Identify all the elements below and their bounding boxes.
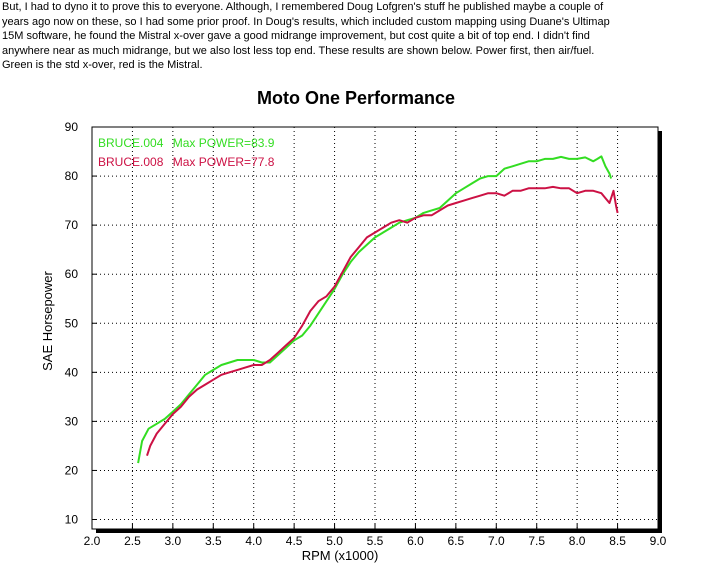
intro-line: years ago now on these, so I had some pr… xyxy=(2,15,610,28)
y-tick-label: 10 xyxy=(65,513,79,527)
tick-labels: 10 20 30 40 50 60 70 80 90 2.0 2.5 3.0 3.5 4.0 4.5 5.0 5… xyxy=(65,120,667,548)
x-tick-label: 8.5 xyxy=(609,534,626,548)
x-tick-label: 8.0 xyxy=(569,534,586,548)
series-lines xyxy=(137,155,619,464)
x-tick-label: 4.0 xyxy=(245,534,262,548)
x-tick-label: 5.0 xyxy=(326,534,343,548)
legend-entry-green: BRUCE.004 Max POWER=83.9 xyxy=(98,136,275,150)
x-tick-label: 4.5 xyxy=(286,534,303,548)
legend-series-value: Max POWER=77.8 xyxy=(173,155,275,169)
intro-line: But, I had to dyno it to prove this to e… xyxy=(2,1,604,13)
x-tick-label: 3.5 xyxy=(205,534,222,548)
x-tick-label: 9.0 xyxy=(650,534,667,548)
x-tick-label: 6.5 xyxy=(448,534,465,548)
x-tick-label: 3.0 xyxy=(165,534,182,548)
y-tick-label: 60 xyxy=(65,267,79,281)
y-tick-label: 80 xyxy=(65,169,79,183)
x-tick-label: 7.0 xyxy=(488,534,505,548)
intro-paragraph: But, I had to dyno it to prove this to e… xyxy=(2,0,702,73)
x-axis-label: RPM (x1000) xyxy=(302,548,379,563)
y-tick-label: 70 xyxy=(65,218,79,232)
x-tick-label: 6.0 xyxy=(407,534,424,548)
x-tick-label: 2.5 xyxy=(124,534,141,548)
intro-line: 15M software, he found the Mistral x-ove… xyxy=(2,30,590,42)
series-line-bruce-008 xyxy=(146,185,619,457)
legend-series-name: BRUCE.008 xyxy=(98,155,164,169)
x-tick-label: 2.0 xyxy=(84,534,101,548)
y-tick-label: 40 xyxy=(65,365,79,379)
legend: BRUCE.004 Max POWER=83.9 BRUCE.008 Max P… xyxy=(98,136,275,169)
x-tick-label: 5.5 xyxy=(367,534,384,548)
y-tick-label: 50 xyxy=(65,316,79,330)
legend-series-name: BRUCE.004 xyxy=(98,136,164,150)
y-tick-label: 20 xyxy=(65,463,79,477)
intro-line: Green is the std x-over, red is the Mist… xyxy=(2,59,203,71)
gridlines xyxy=(91,126,659,529)
series-line-bruce-004 xyxy=(137,155,613,464)
x-tick-label: 7.5 xyxy=(528,534,545,548)
y-tick-label: 30 xyxy=(65,414,79,428)
y-axis-label: SAE Horsepower xyxy=(40,270,55,370)
y-tick-label: 90 xyxy=(65,120,79,134)
legend-entry-red: BRUCE.008 Max POWER=77.8 xyxy=(98,155,275,169)
legend-series-value: Max POWER=83.9 xyxy=(173,136,275,150)
intro-line: anywhere near as much midrange, but we a… xyxy=(2,44,595,57)
chart-title: Moto One Performance xyxy=(257,88,455,108)
